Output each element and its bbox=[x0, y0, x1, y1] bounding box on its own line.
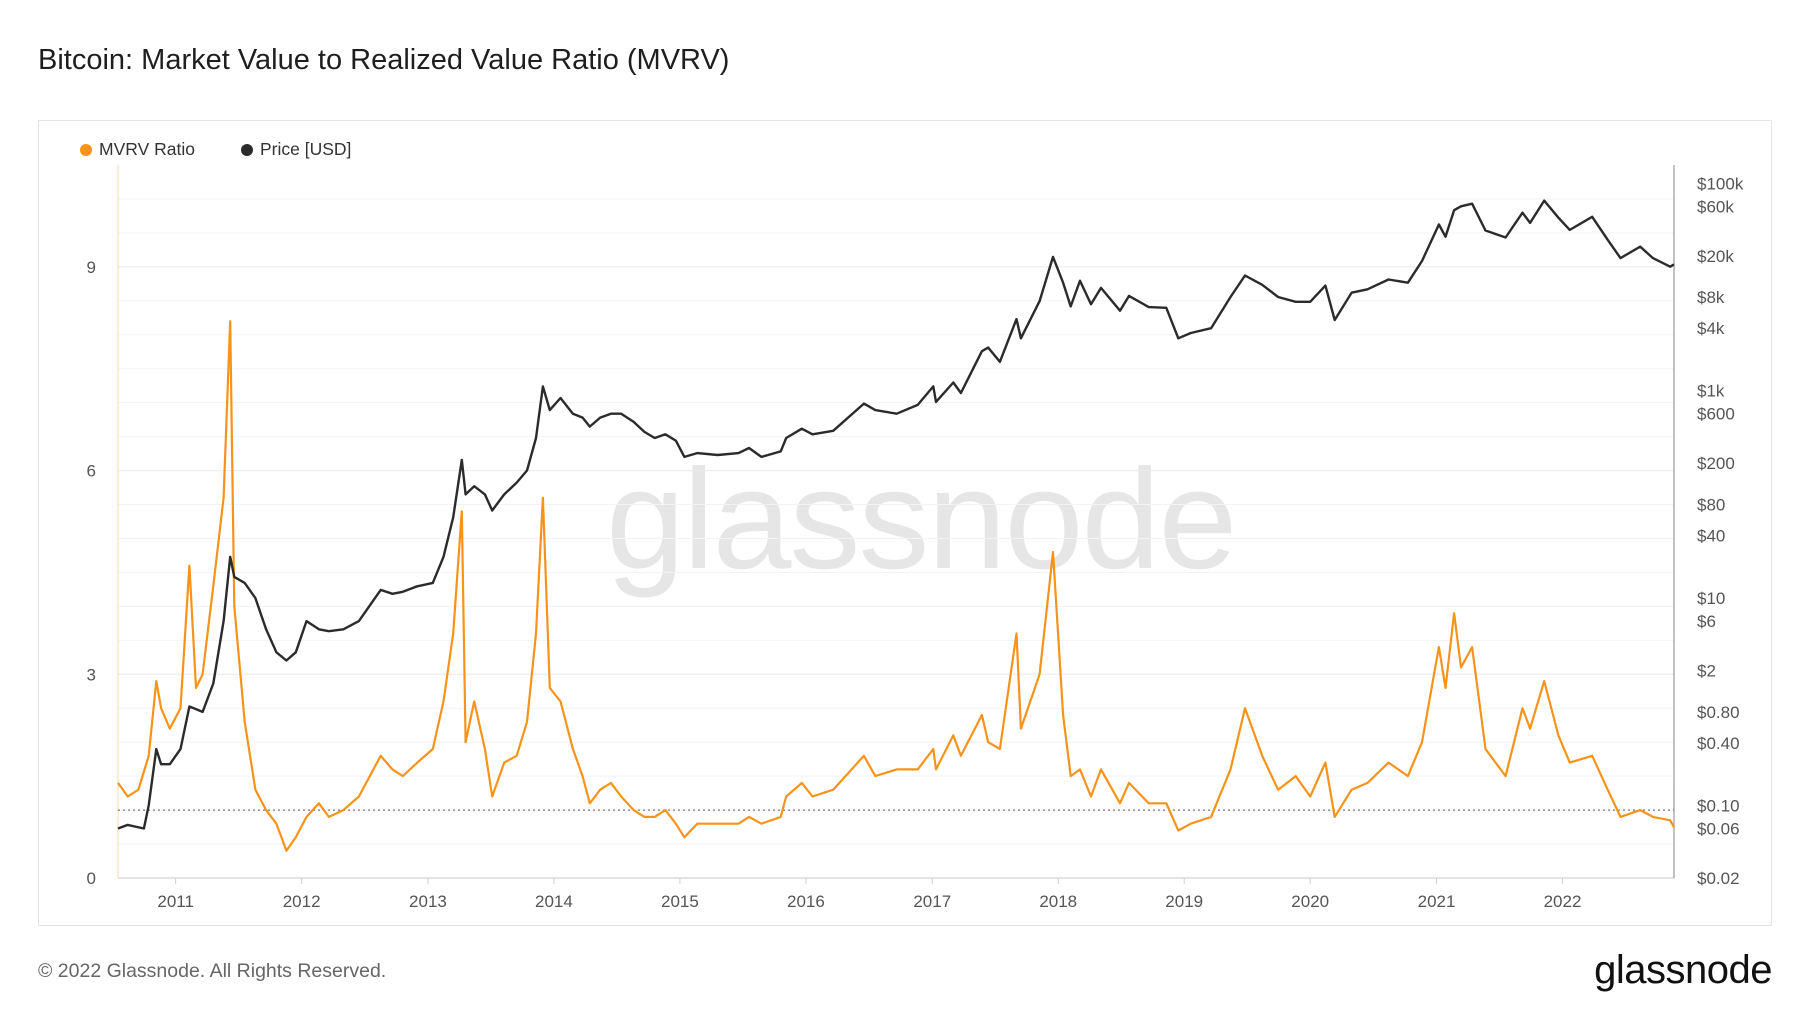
x-tick-label: 2012 bbox=[283, 892, 321, 911]
x-tick-label: 2018 bbox=[1039, 892, 1077, 911]
x-tick-label: 2016 bbox=[787, 892, 825, 911]
x-tick-label: 2021 bbox=[1418, 892, 1456, 911]
x-tick-label: 2014 bbox=[535, 892, 573, 911]
y-right-tick-label: $1k bbox=[1697, 382, 1725, 401]
y-right-tick-label: $40 bbox=[1697, 527, 1725, 546]
y-left-tick-label: 0 bbox=[87, 869, 96, 888]
legend-label-mvrv: MVRV Ratio bbox=[99, 139, 195, 159]
y-right-tick-label: $4k bbox=[1697, 319, 1725, 338]
y-right-tick-label: $0.10 bbox=[1697, 797, 1740, 816]
glassnode-logo[interactable]: glassnode bbox=[1594, 948, 1772, 992]
y-right-tick-label: $60k bbox=[1697, 197, 1734, 216]
legend-item-price[interactable]: Price [USD] bbox=[240, 139, 352, 160]
x-tick-label: 2015 bbox=[661, 892, 699, 911]
series-line-mvrv bbox=[117, 320, 1675, 852]
y-right-tick-label: $8k bbox=[1697, 288, 1725, 307]
legend-label-price: Price [USD] bbox=[259, 139, 352, 159]
x-tick-label: 2013 bbox=[409, 892, 447, 911]
y-left-tick-label: 6 bbox=[87, 462, 96, 481]
copyright-text: © 2022 Glassnode. All Rights Reserved. bbox=[38, 960, 387, 982]
legend-item-mvrv[interactable]: MVRV Ratio bbox=[80, 139, 195, 160]
legend-dot-price bbox=[240, 143, 253, 156]
y-right-tick-label: $0.80 bbox=[1697, 703, 1740, 722]
y-right-tick-label: $80 bbox=[1697, 495, 1725, 514]
x-tick-label: 2017 bbox=[913, 892, 951, 911]
y-right-tick-label: $10 bbox=[1697, 589, 1725, 608]
y-right-tick-label: $600 bbox=[1697, 405, 1735, 424]
y-left-tick-label: 3 bbox=[87, 665, 96, 684]
y-right-tick-label: $0.40 bbox=[1697, 734, 1740, 753]
legend-dot-mvrv bbox=[80, 143, 92, 156]
chart-frame bbox=[38, 120, 1772, 926]
y-left-tick-label: 9 bbox=[87, 258, 96, 277]
series-line-price bbox=[117, 199, 1675, 830]
y-right-tick-label: $2 bbox=[1697, 662, 1716, 681]
x-tick-label: 2011 bbox=[157, 892, 194, 911]
y-right-tick-label: $200 bbox=[1697, 454, 1735, 473]
x-tick-label: 2020 bbox=[1291, 892, 1329, 911]
y-right-tick-label: $6 bbox=[1697, 612, 1716, 631]
y-right-tick-label: $0.06 bbox=[1697, 820, 1740, 839]
y-right-tick-label: $100k bbox=[1697, 174, 1744, 193]
page-title: Bitcoin: Market Value to Realized Value … bbox=[38, 44, 730, 76]
y-right-tick-label: $20k bbox=[1697, 247, 1734, 266]
y-right-tick-label: $0.02 bbox=[1697, 869, 1740, 888]
x-tick-label: 2019 bbox=[1165, 892, 1203, 911]
chart-legend: MVRV Ratio Price [USD] bbox=[80, 139, 351, 160]
x-tick-label: 2022 bbox=[1544, 892, 1582, 911]
